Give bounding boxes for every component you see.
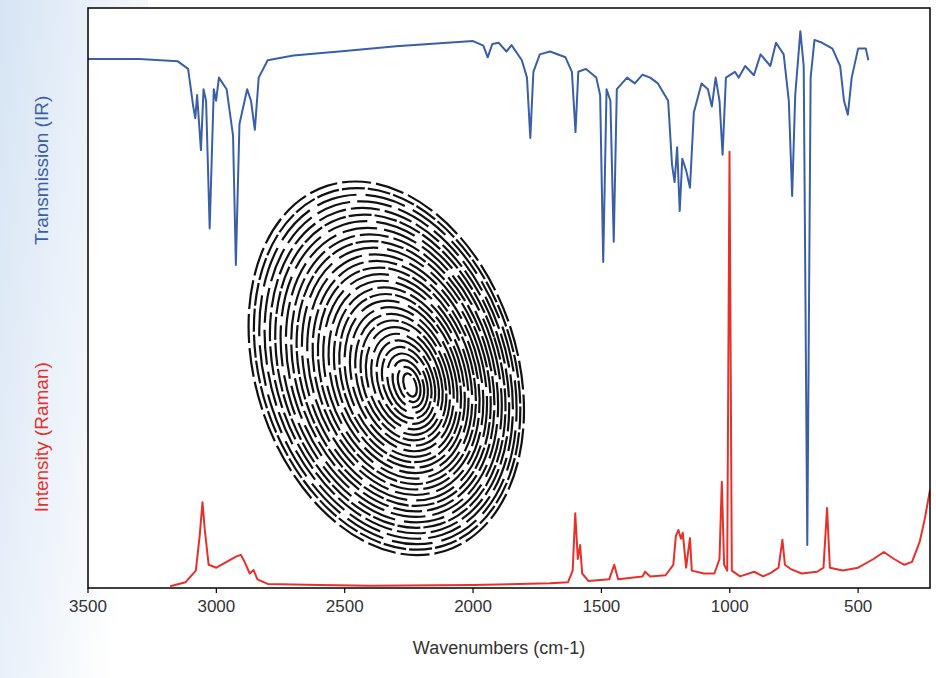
plot-frame [88, 8, 930, 588]
x-tick-label: 1000 [711, 597, 749, 616]
fingerprint-ridge [271, 224, 518, 525]
x-tick [87, 588, 88, 593]
x-tick [344, 588, 345, 593]
x-tick [858, 588, 859, 593]
fingerprint-ridge [250, 200, 533, 544]
spectrum-line [88, 31, 868, 545]
x-tick-label: 2000 [454, 597, 492, 616]
chart: 3500 3000 2500 2000 1500 1000 500 Wavenumbers (… [0, 0, 936, 678]
x-tick [472, 588, 473, 593]
fingerprint-ridge [210, 153, 565, 584]
fingerprint-ridge [298, 255, 497, 498]
background [0, 0, 936, 678]
y-axis-title: Intensity (Raman) [31, 362, 52, 512]
x-tick-label: 500 [844, 597, 872, 616]
x-tick [729, 588, 730, 593]
x-tick-label: 3500 [69, 597, 107, 616]
fingerprint-ridge [257, 208, 528, 538]
spectrum-line [170, 152, 930, 586]
fingerprint [203, 146, 570, 592]
fingerprint-ridge [264, 216, 523, 532]
x-tick [216, 588, 217, 593]
y-axis-title: Transmission (IR) [31, 96, 52, 245]
fingerprint-ridge [216, 161, 559, 578]
x-axis-title: Wavenumbers (cm-1) [413, 638, 585, 658]
x-tick-label: 1500 [583, 597, 621, 616]
x-tick-label: 3000 [197, 597, 235, 616]
series-group [88, 31, 930, 586]
fingerprint-ridge [203, 146, 570, 592]
x-tick [601, 588, 602, 593]
fingerprint-ridge [278, 231, 513, 518]
plot-area [88, 8, 930, 588]
x-tick-label: 2500 [326, 597, 364, 616]
